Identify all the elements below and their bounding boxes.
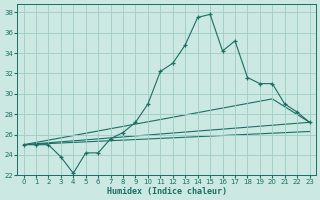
X-axis label: Humidex (Indice chaleur): Humidex (Indice chaleur) bbox=[107, 187, 227, 196]
